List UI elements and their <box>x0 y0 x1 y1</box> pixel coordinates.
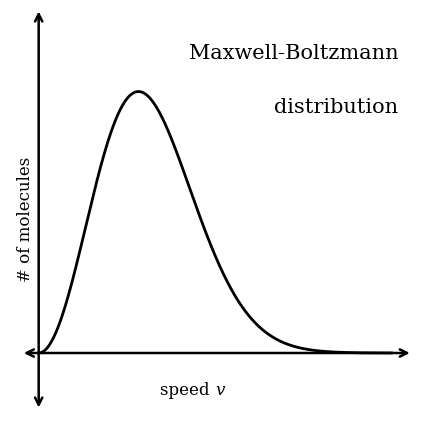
Text: v: v <box>215 382 224 399</box>
Text: # of molecules: # of molecules <box>18 156 35 282</box>
Text: speed: speed <box>160 382 215 399</box>
Text: distribution: distribution <box>274 98 398 117</box>
Text: Maxwell-Boltzmann: Maxwell-Boltzmann <box>189 44 398 63</box>
